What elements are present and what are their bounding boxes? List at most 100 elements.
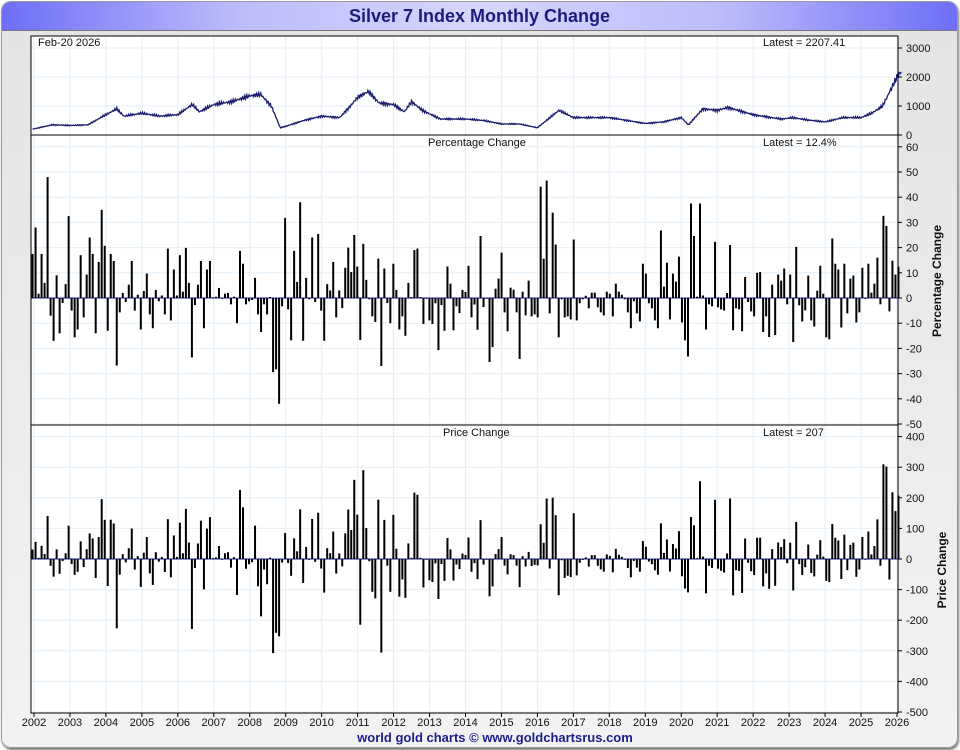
price-bar <box>506 559 509 575</box>
pct-bar <box>891 260 894 298</box>
pct-bar <box>888 298 891 312</box>
price-bar <box>491 559 494 587</box>
price-bar <box>326 548 329 559</box>
price-bar <box>76 559 79 572</box>
price-bar <box>365 528 368 559</box>
price-bar <box>635 559 638 568</box>
price-bar <box>686 559 689 593</box>
pct-bar <box>248 298 251 302</box>
pct-bar <box>699 203 702 298</box>
price-bar <box>452 559 455 581</box>
price-bar <box>705 559 708 594</box>
pct-bar <box>485 298 488 299</box>
pct-bar <box>879 298 882 305</box>
pct-bar <box>777 274 780 298</box>
price-bar <box>563 559 566 578</box>
pct-bar <box>647 298 650 304</box>
pct-bar <box>242 263 245 298</box>
price-bar <box>795 521 798 559</box>
price-bar <box>118 559 121 575</box>
y-tick-label: 10 <box>906 268 918 280</box>
pct-bar <box>85 274 88 298</box>
price-bar <box>422 559 425 588</box>
pct-bar <box>64 284 67 298</box>
price-bar <box>572 513 575 559</box>
pct-bar <box>196 284 199 298</box>
price-bar <box>362 470 365 559</box>
pct-bar <box>311 237 314 298</box>
pct-bar <box>97 261 100 298</box>
price-bar <box>58 559 61 574</box>
pct-bar <box>696 296 699 298</box>
pct-bar <box>251 298 254 301</box>
price-bar <box>317 512 320 559</box>
pct-bar <box>771 284 774 298</box>
price-bar <box>882 464 885 559</box>
panel-border <box>30 424 899 714</box>
pct-bar <box>422 298 425 324</box>
pct-bar <box>425 298 428 299</box>
pct-bar <box>350 272 353 298</box>
price-bar <box>774 559 777 586</box>
pct-bar <box>190 298 193 358</box>
price-bar <box>744 538 747 559</box>
pct-bar <box>512 289 515 298</box>
y-tick-label: 0 <box>906 130 912 142</box>
price-bar <box>353 479 356 559</box>
price-bar <box>314 559 317 562</box>
pct-bar <box>40 253 43 298</box>
price-bar <box>278 559 281 637</box>
pct-bar <box>545 180 548 298</box>
price-bar <box>130 528 133 559</box>
price-bar <box>55 549 58 559</box>
pct-bar <box>329 290 332 298</box>
pct-bar <box>650 298 653 309</box>
price-bar <box>377 499 380 559</box>
price-bar <box>446 537 449 559</box>
pct-bar <box>193 298 196 306</box>
price-bar <box>810 559 813 574</box>
price-bar <box>831 523 834 559</box>
price-bar <box>855 559 858 577</box>
price-bar <box>623 559 626 560</box>
x-tick-label: 2021 <box>705 717 729 729</box>
pct-bar <box>79 255 82 298</box>
pct-bar <box>692 236 695 298</box>
pct-bar <box>371 298 374 317</box>
price-bar <box>494 554 497 559</box>
latest-price-label: Latest = 207 <box>763 427 824 439</box>
price-bar <box>557 559 560 596</box>
pct-bar <box>578 298 581 304</box>
price-bar <box>464 554 467 559</box>
x-tick-label: 2002 <box>22 717 46 729</box>
pct-bar <box>368 298 371 300</box>
price-bar <box>662 552 665 559</box>
price-bar <box>287 559 290 564</box>
price-bar <box>837 540 840 559</box>
price-panel-title: Price Change <box>443 427 510 439</box>
price-bar <box>590 555 593 559</box>
price-bar <box>272 559 275 654</box>
pct-bar <box>593 292 596 298</box>
price-bar <box>816 554 819 559</box>
price-bar <box>723 559 726 573</box>
pct-bar <box>750 298 753 312</box>
pct-bar <box>575 298 578 321</box>
pct-bar <box>55 275 58 298</box>
x-tick-label: 2020 <box>669 717 693 729</box>
footer-credit: world gold charts © www.goldchartsrus.co… <box>357 730 633 745</box>
pct-bar <box>864 298 867 299</box>
pct-bar <box>689 203 692 298</box>
x-tick-label: 2007 <box>202 717 226 729</box>
axes: 2002 2003 2004 2005 2006 2007 2008 2009 2010 2011… <box>22 35 930 729</box>
price-bar <box>461 553 464 559</box>
price-bar <box>783 539 786 559</box>
pct-bar <box>455 298 458 307</box>
price-bar <box>79 541 82 559</box>
pct-bar <box>187 282 190 298</box>
price-bar <box>801 559 804 576</box>
y-tick-label: 200 <box>906 493 924 505</box>
price-bar <box>260 559 263 617</box>
price-bar <box>187 542 190 559</box>
pct-bar <box>500 252 503 298</box>
